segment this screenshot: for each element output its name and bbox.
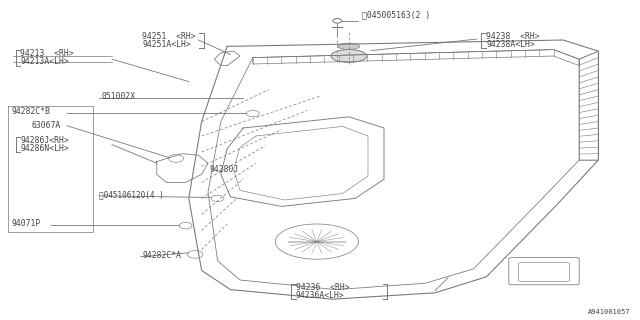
Ellipse shape	[331, 50, 367, 62]
Text: 94280J: 94280J	[210, 165, 239, 174]
Text: Ⓢ045106120(4 ): Ⓢ045106120(4 )	[99, 191, 164, 200]
Ellipse shape	[338, 43, 360, 50]
Text: 63067A: 63067A	[32, 121, 61, 130]
Text: 94238A<LH>: 94238A<LH>	[486, 40, 535, 49]
Text: 051002X: 051002X	[101, 92, 135, 101]
Text: 94286N<LH>: 94286N<LH>	[20, 144, 69, 153]
Text: 94236A<LH>: 94236A<LH>	[296, 291, 344, 300]
Text: 94213A<LH>: 94213A<LH>	[20, 57, 69, 66]
Text: 94282C*A: 94282C*A	[142, 252, 181, 260]
Text: 94251  <RH>: 94251 <RH>	[142, 32, 196, 41]
Text: 94213  <RH>: 94213 <RH>	[20, 49, 74, 58]
Text: 94286J<RH>: 94286J<RH>	[20, 136, 69, 145]
Text: A941001057: A941001057	[588, 309, 630, 315]
Text: 94282C*B: 94282C*B	[12, 108, 51, 116]
Text: 94071P: 94071P	[12, 220, 41, 228]
Text: 94251A<LH>: 94251A<LH>	[142, 40, 191, 49]
Text: Ⓢ045005163(2 ): Ⓢ045005163(2 )	[362, 11, 430, 20]
Text: 94236  <RH>: 94236 <RH>	[296, 284, 349, 292]
Text: 94238  <RH>: 94238 <RH>	[486, 32, 540, 41]
